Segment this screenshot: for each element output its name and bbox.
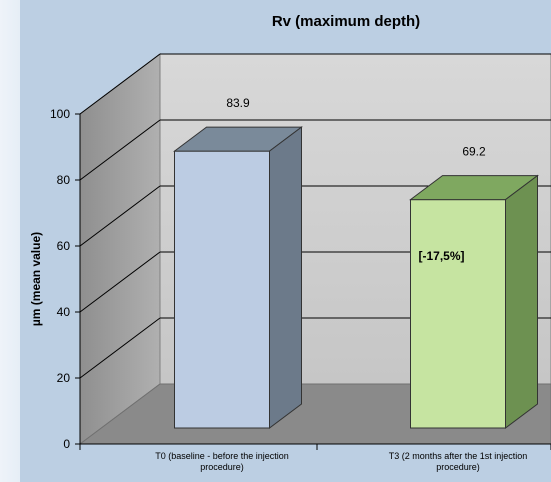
x-tick-line: T0 (baseline - before the injection — [155, 451, 289, 461]
bar-front — [410, 199, 506, 429]
bar-value-label: 83.9 — [226, 96, 250, 110]
x-tick-line: T3 (2 months after the 1st injection — [389, 451, 528, 461]
x-tick-line: procedure) — [436, 462, 480, 472]
y-tick-labels: 0 20 40 60 80 100 — [50, 107, 80, 451]
x-tick-label: T0 (baseline - before the injection proce… — [155, 451, 289, 472]
x-tick-labels: T0 (baseline - before the injection proce… — [79, 444, 551, 472]
y-axis-label: µm (mean value) — [29, 232, 43, 326]
bar-labels: 83.9 69.2 [-17,5%] — [226, 96, 486, 263]
y-tick-label: 100 — [50, 107, 70, 121]
bar-value-label: 69.2 — [462, 145, 486, 159]
y-tick-label: 0 — [63, 437, 70, 451]
gridline-side — [79, 119, 161, 181]
gridline-side — [79, 317, 161, 379]
y-tick-label: 20 — [57, 371, 71, 385]
y-tick-label: 60 — [57, 239, 71, 253]
gridline-side — [79, 185, 161, 247]
chart-title: Rv (maximum depth) — [272, 13, 420, 30]
y-tick-label: 40 — [57, 305, 71, 319]
bars — [173, 126, 539, 429]
side-wall — [79, 53, 161, 445]
gridline-side — [79, 251, 161, 313]
annotation-label: [-17,5%] — [419, 249, 465, 263]
x-tick-label: T3 (2 months after the 1st injection proc… — [389, 451, 528, 472]
bar-side — [505, 174, 538, 429]
x-tick-line: procedure) — [200, 462, 244, 472]
y-tick-label: 80 — [57, 173, 71, 187]
bar-0 — [173, 126, 303, 429]
bar-front — [174, 150, 270, 429]
bar-1 — [409, 174, 539, 429]
bar-side — [269, 126, 302, 429]
gridline-side — [79, 53, 161, 115]
